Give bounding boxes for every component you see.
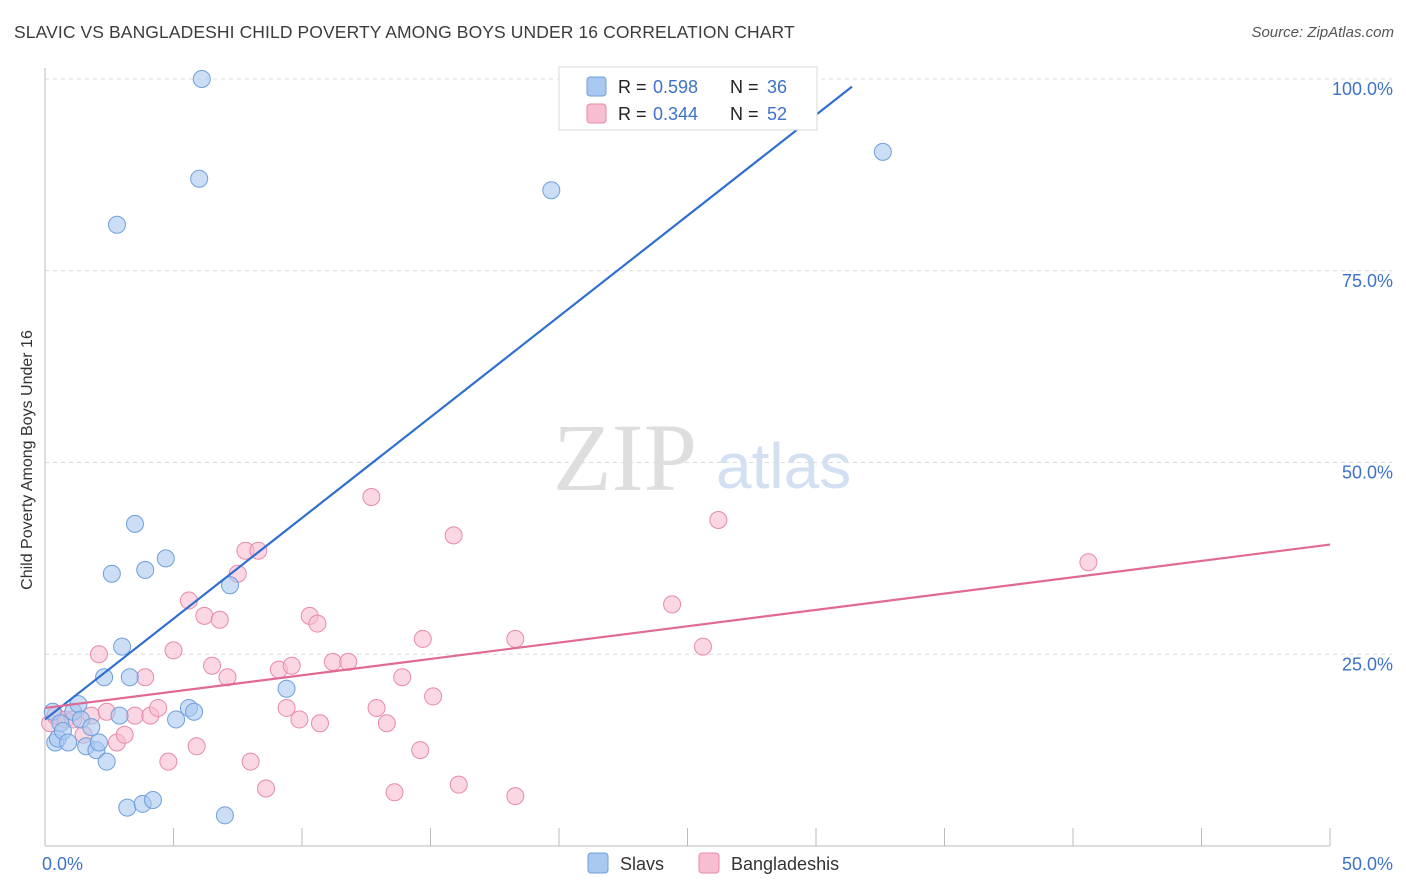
legend-bottom-label-bangladeshis: Bangladeshis (731, 854, 839, 874)
legend-r-value-bangladeshis: 0.344 (653, 104, 698, 124)
point-slavs (95, 668, 114, 687)
chart-title: SLAVIC VS BANGLADESHI CHILD POVERTY AMON… (14, 22, 795, 42)
point-bangladeshis (159, 752, 178, 771)
y-tick-label: 50.0% (1342, 463, 1393, 483)
point-slavs (277, 679, 296, 698)
point-slavs (125, 514, 144, 533)
point-slavs (97, 752, 116, 771)
legend-n-value-slavs: 36 (767, 77, 787, 97)
trend-line-slavs (44, 85, 853, 721)
axis-layer: 25.0% 50.0% 75.0% 100.0% 0.0% 50.0% (42, 68, 1393, 874)
point-slavs (873, 142, 892, 161)
legend-bottom-label-slavs: Slavs (620, 854, 664, 874)
trend-layer (44, 85, 1331, 721)
trend-line-bangladeshis (44, 543, 1331, 710)
point-bangladeshis (203, 656, 222, 675)
point-slavs (190, 169, 209, 188)
point-bangladeshis (290, 710, 309, 729)
point-bangladeshis (411, 741, 430, 760)
legend-r-label-bangladeshis: R = (618, 104, 647, 124)
legend-n-label-bangladeshis: N = (730, 104, 759, 124)
watermark-atlas: atlas (716, 430, 851, 502)
point-bangladeshis (393, 668, 412, 687)
watermark-zip: ZIP (553, 404, 697, 511)
point-bangladeshis (367, 698, 386, 717)
legend-swatch-bangladeshis (586, 103, 607, 124)
point-slavs (167, 710, 186, 729)
point-slavs (113, 637, 132, 656)
legend-bottom-swatch-slavs (587, 852, 609, 874)
watermark: ZIP atlas (553, 404, 851, 511)
point-bangladeshis (149, 698, 168, 717)
point-bangladeshis (241, 752, 260, 771)
grid-layer (45, 78, 1392, 655)
source-label: Source: ZipAtlas.com (1251, 24, 1394, 41)
point-bangladeshis (115, 725, 134, 744)
point-bangladeshis (693, 637, 712, 656)
point-slavs (110, 706, 129, 725)
point-bangladeshis (709, 511, 728, 530)
point-bangladeshis (195, 606, 214, 625)
point-slavs (192, 70, 211, 88)
point-bangladeshis (449, 775, 468, 794)
point-bangladeshis (125, 706, 144, 725)
point-bangladeshis (1079, 553, 1098, 572)
point-slavs (118, 798, 137, 817)
point-bangladeshis (310, 714, 329, 733)
legend-r-label-slavs: R = (618, 77, 647, 97)
point-bangladeshis (187, 737, 206, 756)
y-tick-label: 100.0% (1332, 79, 1393, 99)
legend-n-label-slavs: N = (730, 77, 759, 97)
y-axis-label: Child Poverty Among Boys Under 16 (19, 330, 36, 590)
point-bangladeshis (413, 629, 432, 648)
point-slavs (221, 576, 240, 595)
point-slavs (156, 549, 175, 568)
point-slavs (215, 806, 234, 825)
point-bangladeshis (164, 641, 183, 660)
point-slavs (542, 181, 561, 200)
point-bangladeshis (444, 526, 463, 545)
point-bangladeshis (277, 698, 296, 717)
point-bangladeshis (506, 629, 525, 648)
point-bangladeshis (506, 787, 525, 806)
point-slavs (102, 564, 121, 583)
point-slavs (185, 702, 204, 721)
point-bangladeshis (210, 610, 229, 629)
point-bangladeshis (385, 783, 404, 802)
legend-bottom: Slavs Bangladeshis (587, 852, 839, 874)
point-bangladeshis (362, 488, 381, 507)
point-bangladeshis (308, 614, 327, 633)
legend-swatch-slavs (586, 76, 607, 97)
point-bangladeshis (663, 595, 682, 614)
x-tick-label: 50.0% (1342, 854, 1393, 874)
points-layer (41, 70, 1098, 825)
point-slavs (59, 733, 78, 752)
point-slavs (120, 668, 139, 687)
point-bangladeshis (89, 645, 108, 664)
y-tick-label: 25.0% (1342, 654, 1393, 674)
point-bangladeshis (282, 656, 301, 675)
y-tick-label: 75.0% (1342, 271, 1393, 291)
legend-r-value-slavs: 0.598 (653, 77, 698, 97)
point-bangladeshis (323, 652, 342, 671)
point-bangladeshis (424, 687, 443, 706)
point-slavs (143, 790, 162, 809)
legend-n-value-bangladeshis: 52 (767, 104, 787, 124)
legend-bottom-swatch-bangladeshis (698, 852, 720, 874)
point-bangladeshis (257, 779, 276, 798)
point-slavs (107, 215, 126, 234)
point-bangladeshis (377, 714, 396, 733)
point-slavs (89, 733, 108, 752)
legend-top: R = 0.598 N = 36 R = 0.344 N = 52 (558, 66, 818, 131)
point-slavs (136, 560, 155, 579)
x-tick-label: 0.0% (42, 854, 83, 874)
point-slavs (82, 718, 101, 737)
point-bangladeshis (136, 668, 155, 687)
